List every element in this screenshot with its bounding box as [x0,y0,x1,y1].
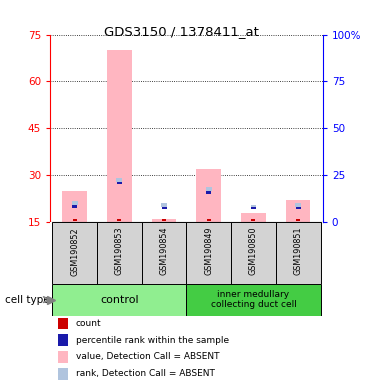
Bar [52,222,97,283]
Bar [62,191,87,222]
Bar [206,191,211,194]
Bar [286,200,311,222]
Text: cell type: cell type [5,295,50,305]
Bar [231,222,276,283]
Bar [197,169,221,222]
Bar [207,218,211,222]
Bar [142,222,187,283]
Bar [187,283,321,316]
Bar [72,205,77,208]
Bar [252,218,256,222]
Bar [162,218,166,222]
Text: inner medullary
collecting duct cell: inner medullary collecting duct cell [211,290,296,310]
Bar [58,334,68,346]
Bar [296,207,301,209]
Text: GDS3150 / 1378411_at: GDS3150 / 1378411_at [104,25,259,38]
Text: GSM190850: GSM190850 [249,227,258,275]
Bar [296,218,300,222]
Bar [241,213,266,222]
Bar [58,318,68,329]
Text: GSM190853: GSM190853 [115,227,124,275]
Bar [58,368,68,379]
Text: rank, Detection Call = ABSENT: rank, Detection Call = ABSENT [76,369,215,378]
Bar [162,207,167,209]
Bar [116,178,122,182]
Bar [107,50,132,222]
Bar [58,351,68,363]
Text: value, Detection Call = ABSENT: value, Detection Call = ABSENT [76,353,220,361]
Bar [152,219,176,222]
Bar [161,203,167,207]
Bar [295,203,301,207]
Bar [117,182,122,184]
Bar [72,201,78,205]
Text: percentile rank within the sample: percentile rank within the sample [76,336,229,345]
Bar [52,283,187,316]
Bar [73,218,77,222]
Bar [276,222,321,283]
Bar [251,207,256,209]
Bar [97,222,142,283]
Text: GSM190854: GSM190854 [160,227,168,275]
Text: GSM190851: GSM190851 [294,227,303,275]
Text: GSM190849: GSM190849 [204,227,213,275]
Text: count: count [76,319,102,328]
Bar [187,222,231,283]
Text: control: control [100,295,139,305]
Bar [117,218,121,222]
Bar [206,187,212,191]
Bar [250,205,256,208]
Text: GSM190852: GSM190852 [70,227,79,276]
